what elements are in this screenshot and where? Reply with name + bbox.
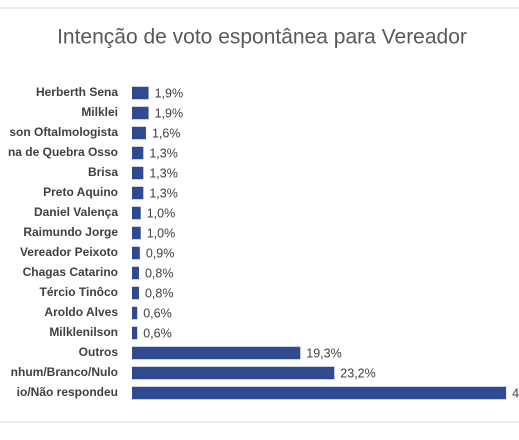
bar — [132, 226, 141, 240]
value-label: 1,0% — [147, 226, 176, 240]
category-label: Chagas Catarino — [23, 265, 118, 279]
value-label: 1,3% — [149, 146, 178, 160]
bar — [132, 166, 144, 180]
bar — [132, 86, 149, 100]
bar — [132, 146, 144, 160]
bar — [132, 286, 139, 300]
bar — [132, 206, 141, 220]
category-label: Preto Aquino — [43, 185, 118, 199]
value-label: 42,9% — [512, 386, 519, 400]
value-label: 1,3% — [149, 186, 178, 200]
chart-title: Intenção de voto espontânea para Vereado… — [57, 26, 467, 49]
category-label: Vereador Peixoto — [20, 245, 118, 259]
category-label: nhum/Branco/Nulo — [11, 365, 118, 379]
bar — [132, 306, 138, 320]
category-label: Brisa — [88, 165, 118, 179]
bar — [132, 246, 140, 260]
bar — [132, 126, 146, 140]
bar — [132, 366, 335, 380]
value-label: 1,9% — [155, 106, 184, 120]
category-label: Raimundo Jorge — [23, 225, 118, 239]
category-label: Outros — [79, 345, 119, 359]
value-label: 0,6% — [143, 306, 172, 320]
category-label: Tércio Tinôco — [40, 285, 118, 299]
bar — [132, 186, 144, 200]
category-label: son Oftalmologista — [9, 125, 118, 139]
bar — [132, 266, 139, 280]
category-label: Milklenilson — [49, 325, 118, 339]
value-label: 0,6% — [143, 326, 172, 340]
value-label: 1,6% — [152, 126, 181, 140]
value-label: 19,3% — [306, 346, 341, 360]
category-label: Herberth Sena — [36, 85, 118, 99]
value-label: 0,8% — [145, 266, 174, 280]
value-label: 0,8% — [145, 286, 174, 300]
value-label: 1,0% — [147, 206, 176, 220]
value-label: 0,9% — [146, 246, 175, 260]
bar — [132, 106, 149, 120]
value-label: 23,2% — [340, 366, 375, 380]
bar — [132, 386, 507, 400]
value-label: 1,3% — [149, 166, 178, 180]
bar — [132, 346, 301, 360]
category-label: Daniel Valença — [34, 205, 118, 219]
bar — [132, 326, 138, 340]
category-label: io/Não respondeu — [17, 385, 118, 399]
category-label: Milklei — [81, 105, 118, 119]
category-label: Aroldo Alves — [44, 305, 118, 319]
value-label: 1,9% — [155, 86, 184, 100]
category-label: na de Quebra Osso — [8, 145, 118, 159]
